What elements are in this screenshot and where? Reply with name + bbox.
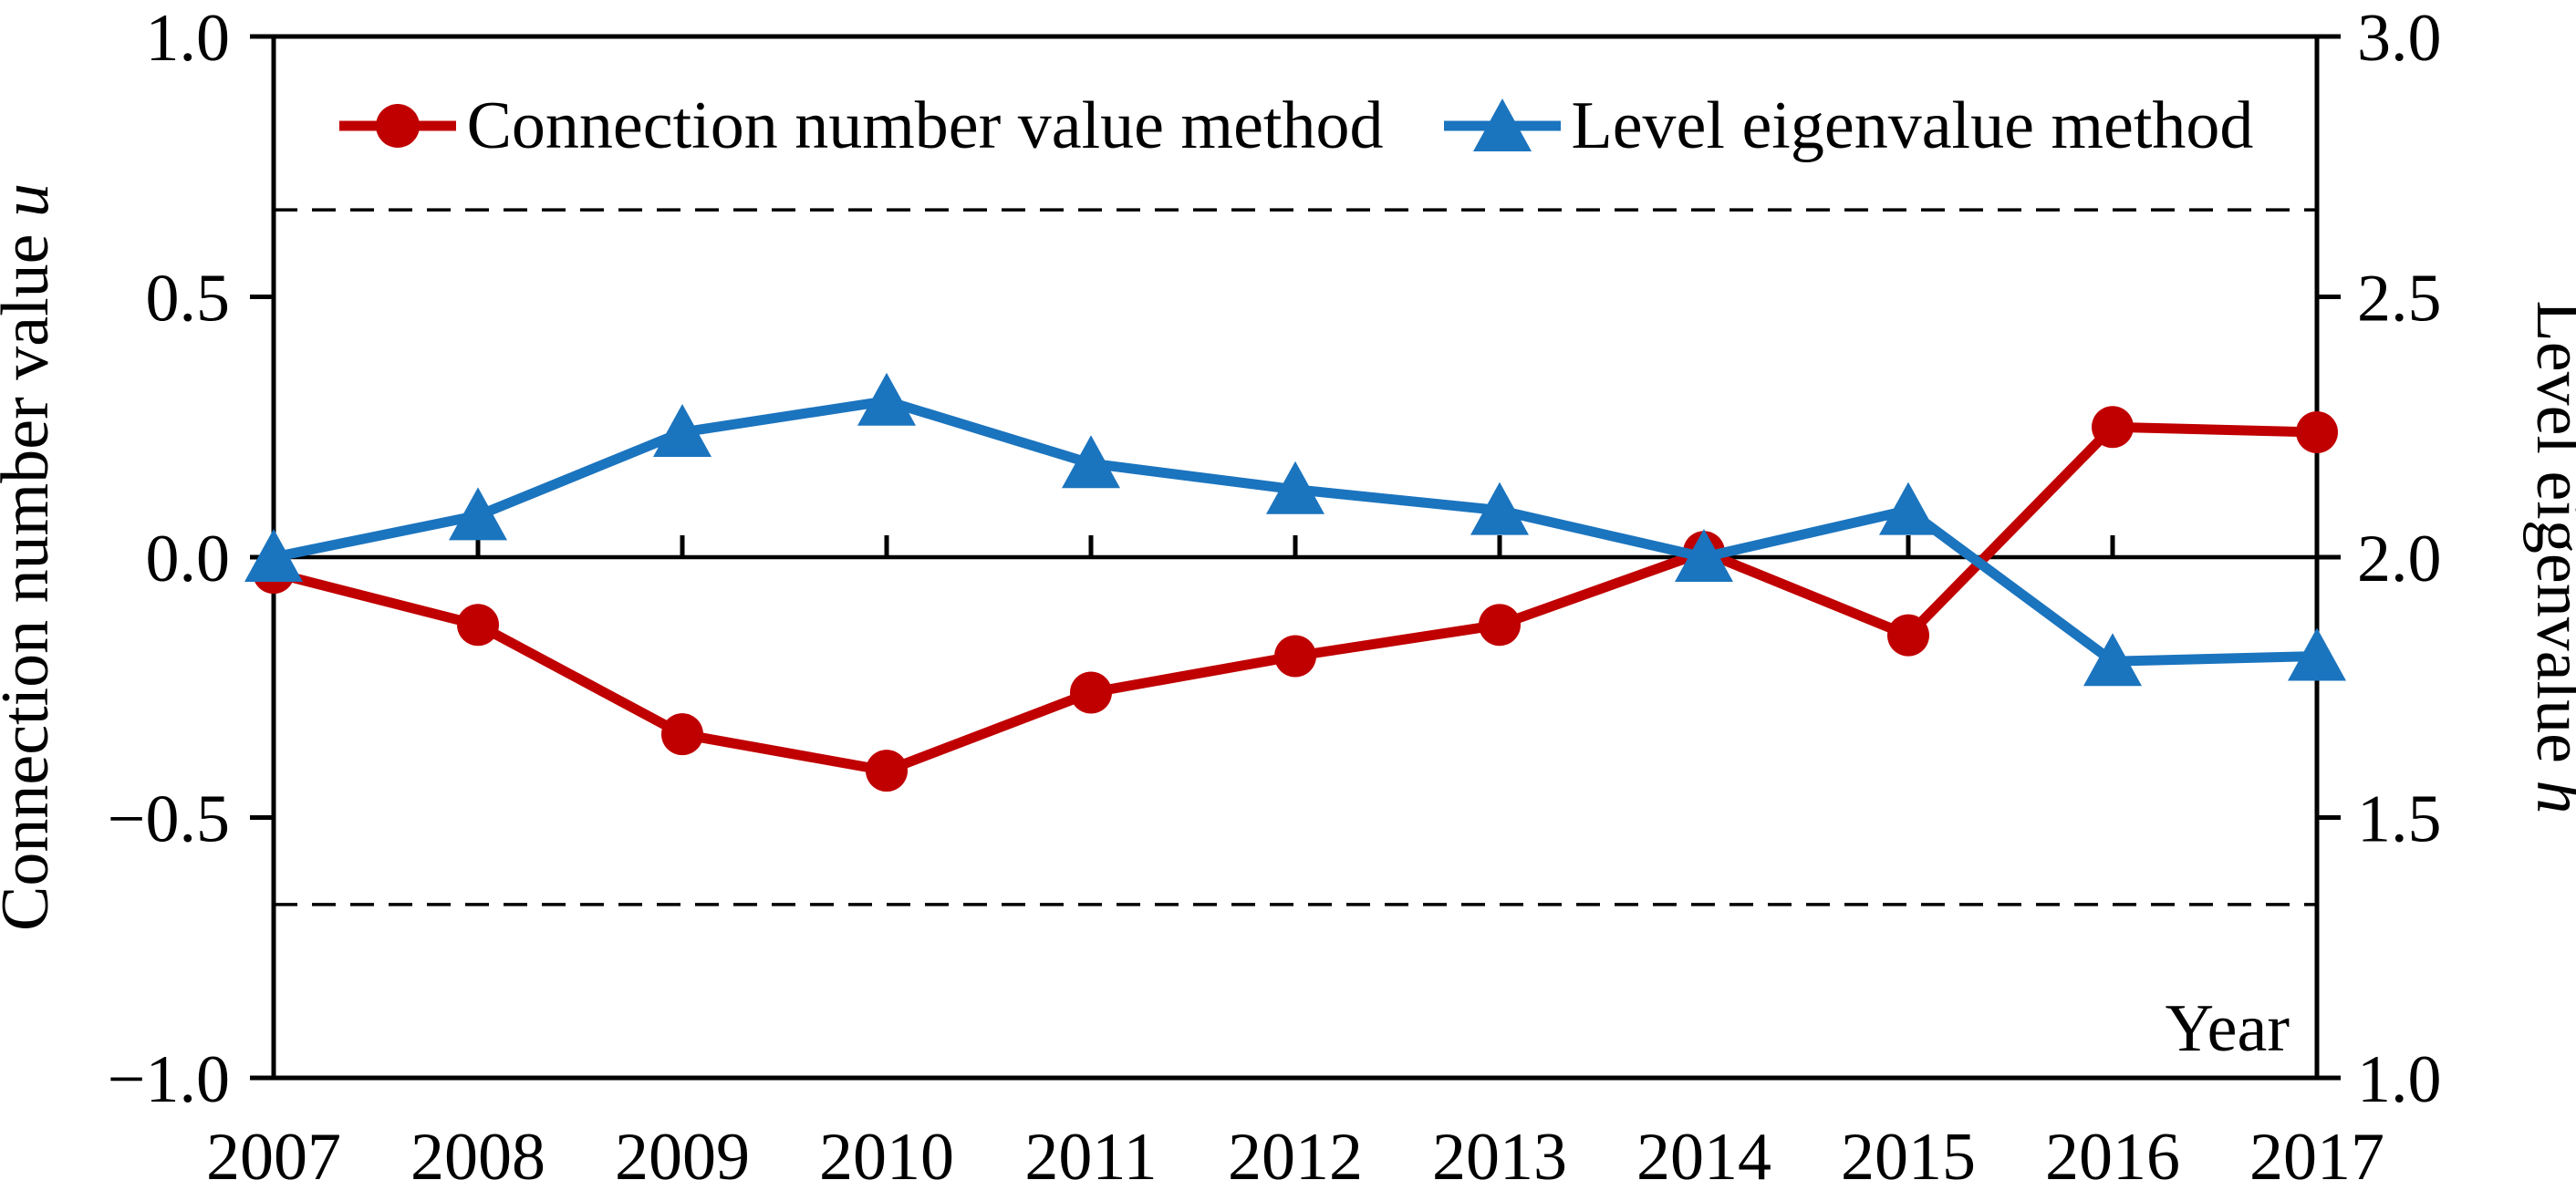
x-tick-label-2014: 2014 (1636, 1120, 1771, 1195)
x-axis-title: Year (2166, 991, 2290, 1066)
right-tick-label: 1.0 (2357, 1042, 2442, 1117)
x-axis-labels: 2007 2008 2009 2010 2011 2012 2013 2014 2015 2016… (206, 1120, 2384, 1195)
x-tick-label-2008: 2008 (410, 1120, 545, 1195)
x-tick-label-2012: 2012 (1228, 1120, 1363, 1195)
data-point-2012 (1266, 461, 1324, 514)
data-point-2007 (244, 529, 303, 582)
data-point-2010 (866, 750, 908, 792)
series-level-eigenvalue (244, 372, 2346, 687)
x-tick-label-2011: 2011 (1024, 1120, 1157, 1195)
data-point-2009 (653, 403, 712, 457)
right-tick-label: 2.0 (2357, 522, 2442, 596)
right-tick-label: 1.5 (2357, 782, 2442, 856)
x-tick-label-2013: 2013 (1432, 1120, 1567, 1195)
data-point-2011 (1062, 435, 1120, 489)
data-point-2017 (2296, 410, 2338, 453)
data-point-2015 (1879, 481, 1937, 535)
x-tick-label-2009: 2009 (615, 1120, 750, 1195)
left-axis: 1.0 0.5 0.0 −0.5 −1.0 (108, 1, 274, 1117)
data-point-2016 (2092, 406, 2134, 449)
data-point-2008 (457, 604, 499, 647)
right-axis-title: Level eigenvalue h (2522, 301, 2576, 814)
right-axis: 3.0 2.5 2.0 1.5 1.0 (2317, 1, 2442, 1117)
x-tick-label-2007: 2007 (206, 1120, 341, 1195)
data-point-2017 (2288, 627, 2346, 681)
data-point-2013 (1470, 481, 1529, 535)
data-point-2016 (2083, 633, 2142, 687)
left-tick-label: 1.0 (146, 1, 231, 76)
data-point-2008 (449, 487, 507, 541)
left-tick-label: −0.5 (108, 782, 230, 856)
data-point-2013 (1479, 604, 1521, 647)
x-tick-label-2017: 2017 (2249, 1120, 2384, 1195)
left-axis-title: Connection number value u (0, 183, 63, 931)
left-tick-label: −1.0 (108, 1042, 230, 1117)
x-axis-ticks (271, 535, 2320, 557)
x-tick-label-2010: 2010 (819, 1120, 954, 1195)
data-point-2015 (1887, 614, 1929, 657)
left-tick-label: 0.0 (146, 522, 231, 596)
data-point-2014 (1675, 529, 1733, 582)
data-point-2010 (857, 372, 916, 426)
data-point-2009 (661, 713, 703, 756)
x-tick-label-2016: 2016 (2045, 1120, 2180, 1195)
left-tick-label: 0.5 (146, 261, 231, 336)
right-tick-label: 2.5 (2357, 261, 2442, 336)
data-point-2012 (1274, 635, 1316, 678)
data-point-2011 (1070, 671, 1112, 714)
right-tick-label: 3.0 (2357, 1, 2442, 76)
x-tick-label-2015: 2015 (1841, 1120, 1976, 1195)
